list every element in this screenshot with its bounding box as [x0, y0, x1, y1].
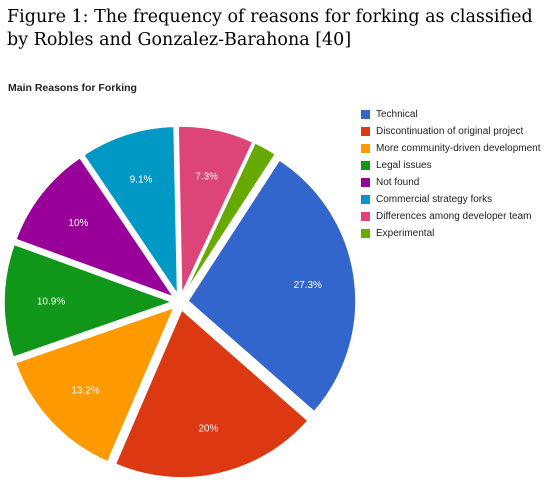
chart-legend: Technical Discontinuation of original pro…: [361, 108, 556, 244]
legend-swatch: [361, 144, 370, 153]
legend-label: Legal issues: [376, 160, 432, 171]
pie-slice-technical: [186, 158, 357, 413]
legend-item: Not found: [361, 176, 556, 189]
slice-label: 27.3%: [294, 280, 322, 291]
chart-title: Main Reasons for Forking: [8, 82, 137, 94]
pie-slice-differences-among-developer-team: [177, 125, 254, 295]
legend-swatch: [361, 195, 370, 204]
legend-item: Commercial strategy forks: [361, 193, 556, 206]
legend-label: Discontinuation of original project: [376, 126, 524, 137]
pie-slice-discontinuation-of-original-project: [114, 308, 310, 479]
legend-item: Legal issues: [361, 159, 556, 172]
legend-swatch: [361, 110, 370, 119]
legend-swatch: [361, 161, 370, 170]
legend-item: More community-driven development: [361, 142, 556, 155]
legend-label: Differences among developer team: [376, 211, 532, 222]
legend-item: Experimental: [361, 227, 556, 240]
slice-label: 13.2%: [71, 385, 99, 396]
legend-label: Not found: [376, 177, 420, 188]
legend-label: Experimental: [376, 228, 435, 239]
legend-item: Discontinuation of original project: [361, 125, 556, 138]
legend-swatch: [361, 127, 370, 136]
legend-label: Technical: [376, 109, 418, 120]
pie-slice-commercial-strategy-forks: [82, 125, 179, 297]
legend-swatch: [361, 178, 370, 187]
slice-label: 7.3%: [195, 171, 218, 182]
pie-slice-legal-issues: [3, 243, 175, 359]
slice-label: 9.1%: [130, 175, 153, 186]
slice-label: 20%: [198, 423, 218, 434]
legend-item: Differences among developer team: [361, 210, 556, 223]
slice-label: 10%: [68, 218, 88, 229]
figure-caption: Figure 1: The frequency of reasons for f…: [7, 7, 533, 50]
legend-label: More community-driven development: [376, 143, 541, 154]
legend-swatch: [361, 229, 370, 238]
legend-swatch: [361, 212, 370, 221]
slice-label: 10.9%: [37, 297, 65, 308]
pie-slice-not-found: [14, 156, 176, 299]
legend-item: Technical: [361, 108, 556, 121]
pie-slice-more-community-driven-development: [14, 306, 176, 463]
pie-slice-experimental: [183, 141, 277, 296]
legend-label: Commercial strategy forks: [376, 194, 493, 205]
